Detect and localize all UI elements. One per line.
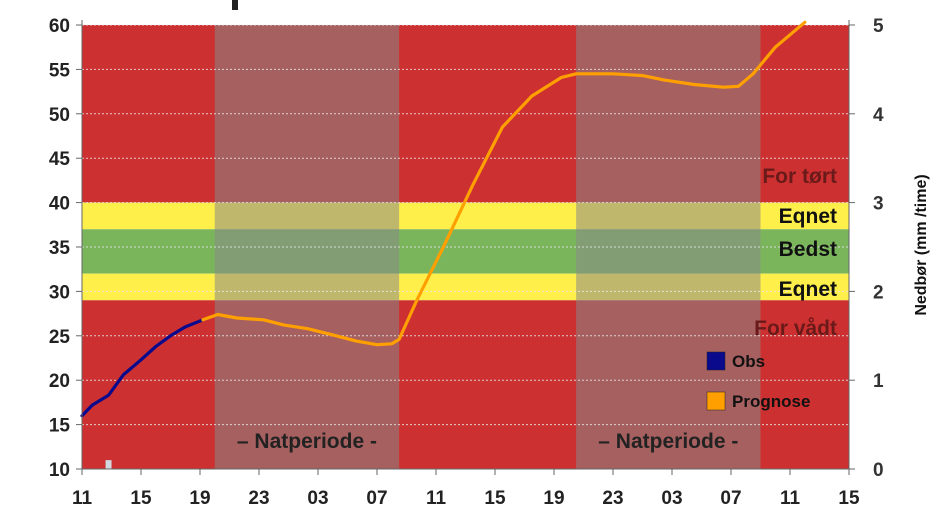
zone-label-4: For vådt [754,317,837,340]
y-tick-label-2: 20 [49,371,70,392]
y2-tick-label-1: 1 [873,371,884,392]
x-tick-label-8: 19 [543,488,564,509]
x-tick-label-7: 15 [484,488,506,509]
y-tick-label-5: 35 [49,238,71,259]
y-tick-label-9: 55 [49,60,71,81]
precipitation-bars [105,460,112,469]
x-tick-label-13: 15 [838,488,860,509]
y-tick-label-0: 10 [49,460,70,481]
night-label-0: – Natperiode - [237,430,377,453]
series-line-prognose [201,20,807,347]
y-tick-label-7: 45 [49,149,71,170]
series-line-obs [80,318,205,418]
zone-label-0: For tørt [762,165,837,188]
x-tick-label-9: 23 [602,488,623,509]
y-tick-label-4: 30 [49,282,70,303]
night-label-1: – Natperiode - [598,430,738,453]
legend-label-obs: Obs [732,352,765,371]
y-tick-label-6: 40 [49,194,70,215]
zone-label-1: Eqnet [779,205,837,228]
y2-tick-label-3: 3 [873,194,884,215]
y-tick-label-1: 15 [49,416,71,437]
x-tick-label-1: 15 [130,488,152,509]
x-tick-label-6: 11 [426,488,447,509]
labels: For tørt Eqnet Bedst Eqnet For vådt – Natperi… [237,165,837,453]
y2-tick-label-4: 4 [873,105,884,126]
y2-axis-label: Nedbør (mm /time) [913,174,930,315]
zone-label-3: Eqnet [779,278,837,301]
precipitation-bar-0 [105,460,112,469]
legend-label-prognose: Prognose [732,392,810,411]
legend-swatch-obs [706,351,726,371]
legend-swatch-prognose [706,391,726,411]
x-tick-label-11: 07 [720,488,741,509]
series-lines [80,20,807,418]
y2-tick-label-0: 0 [873,460,884,481]
title-remnant [232,0,238,10]
x-tick-label-2: 19 [189,488,210,509]
zone-label-2: Bedst [779,238,837,261]
x-tick-label-3: 23 [248,488,269,509]
y2-tick-label-5: 5 [873,16,884,37]
x-tick-label-12: 11 [780,488,801,509]
x-tick-label-0: 11 [72,488,93,509]
y2-tick-label-2: 2 [873,282,884,303]
y-tick-label-8: 50 [49,105,70,126]
x-tick-label-4: 03 [307,488,328,509]
x-tick-label-10: 03 [661,488,682,509]
y-tick-label-10: 60 [49,16,70,37]
x-tick-label-5: 07 [366,488,387,509]
y-tick-label-3: 25 [49,327,71,348]
